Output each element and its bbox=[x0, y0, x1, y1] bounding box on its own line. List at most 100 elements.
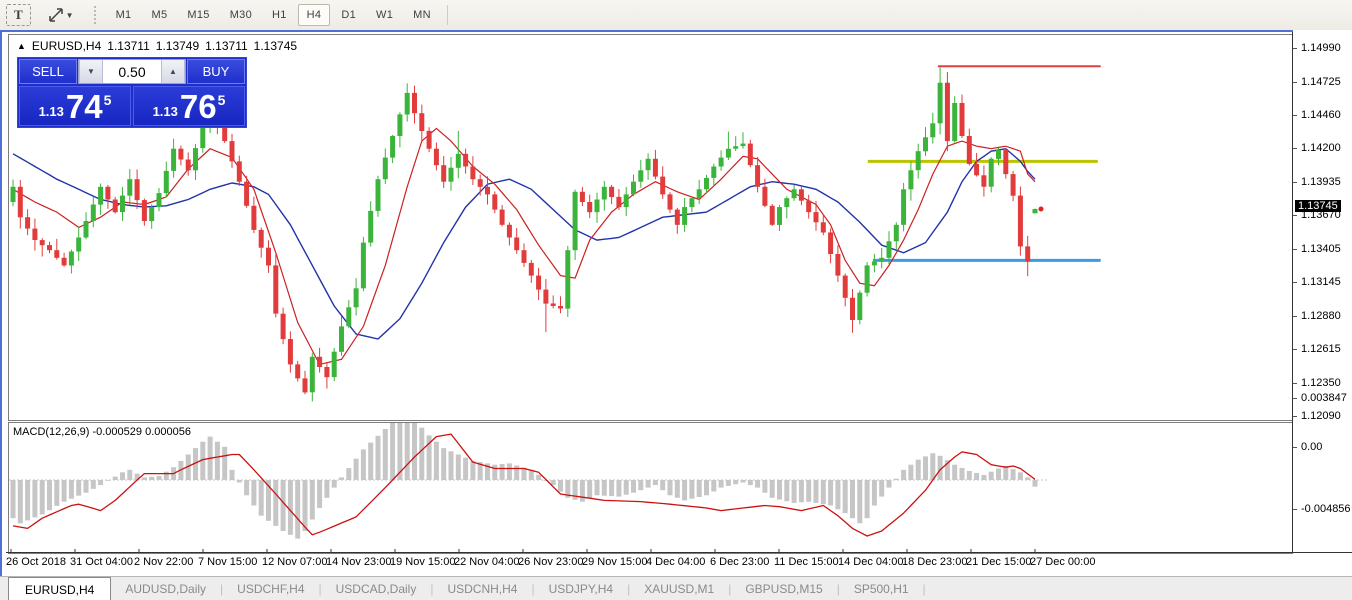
time-tick-label: 14 Dec 04:00 bbox=[838, 556, 904, 568]
time-axis-divider bbox=[6, 552, 1352, 553]
time-tick-label: 18 Dec 23:00 bbox=[902, 556, 968, 568]
volume-increase-button[interactable]: ▲ bbox=[161, 60, 185, 83]
price-tick-mark bbox=[1293, 81, 1297, 83]
candlestick-chart-canvas[interactable] bbox=[9, 35, 1294, 420]
time-tick-label: 14 Nov 23:00 bbox=[326, 556, 392, 568]
buy-price-prefix: 1.13 bbox=[152, 104, 178, 119]
timeframe-button-h1[interactable]: H1 bbox=[272, 9, 287, 21]
timeframe-buttons: M1 M5 M15 M30 H1 H4 D1 W1 MN bbox=[106, 4, 441, 26]
timeframe-button-m5[interactable]: M5 bbox=[151, 9, 168, 21]
tab-usdchf-h4[interactable]: USDCHF,H4 bbox=[237, 582, 305, 596]
tab-separator: | bbox=[430, 582, 434, 596]
time-tick-label: 29 Nov 15:00 bbox=[582, 556, 648, 568]
chevron-down-icon: ▼ bbox=[65, 10, 74, 20]
tab-separator: | bbox=[627, 582, 631, 596]
text-tool-button[interactable]: T bbox=[6, 4, 31, 26]
time-tick-label: 2 Nov 22:00 bbox=[134, 556, 194, 568]
symbol-timeframe-label: EURUSD,H4 bbox=[31, 39, 102, 53]
toolbar-separator bbox=[446, 5, 448, 25]
volume-decrease-button[interactable]: ▼ bbox=[79, 60, 103, 83]
sell-button[interactable]: SELL bbox=[19, 59, 77, 84]
tab-separator: | bbox=[318, 582, 322, 596]
timeframe-button-m1[interactable]: M1 bbox=[115, 9, 132, 21]
cursor-tool-button[interactable]: ▼ bbox=[40, 4, 82, 26]
price-tick-mark bbox=[1293, 315, 1297, 317]
tab-usdcad-daily[interactable]: USDCAD,Daily bbox=[335, 582, 417, 596]
time-tick-label: 21 Dec 15:00 bbox=[966, 556, 1032, 568]
price-tick-label: 1.13670 bbox=[1301, 209, 1341, 222]
toolbar-grip[interactable] bbox=[92, 5, 98, 25]
time-tick-label: 11 Dec 15:00 bbox=[774, 556, 839, 568]
time-axis[interactable]: 26 Oct 2018 31 Oct 04:00 2 Nov 22:00 7 Nov … bbox=[6, 554, 1293, 574]
tab-separator: | bbox=[220, 582, 224, 596]
ohlc-high: 1.13749 bbox=[155, 39, 200, 53]
ohlc-low: 1.13711 bbox=[205, 39, 248, 53]
chart-title: ▲ EURUSD,H4 1.13711 1.13749 1.13711 1.13… bbox=[17, 39, 297, 53]
buy-price-pip: 5 bbox=[217, 92, 226, 108]
tab-xauusd-m1[interactable]: XAUUSD,M1 bbox=[644, 582, 715, 596]
price-tick-label: 1.14990 bbox=[1301, 41, 1341, 54]
time-tick-label: 7 Nov 15:00 bbox=[198, 556, 258, 568]
price-tick-label: 1.13405 bbox=[1301, 243, 1341, 256]
price-tick-mark bbox=[1293, 415, 1297, 417]
tab-separator: | bbox=[728, 582, 732, 596]
sell-price-prefix: 1.13 bbox=[38, 104, 64, 119]
price-tick-mark bbox=[1293, 349, 1297, 351]
price-tick-mark bbox=[1293, 249, 1297, 251]
price-tick-label: 1.14460 bbox=[1301, 109, 1341, 122]
buy-price-tile[interactable]: 1.13 76 5 bbox=[133, 86, 245, 126]
price-axis[interactable]: 1.13745 1.14990 1.14725 1.14460 1.14200 1.13… bbox=[1293, 30, 1352, 576]
tab-audusd-daily[interactable]: AUDUSD,Daily bbox=[125, 582, 207, 596]
main-chart-pane[interactable]: ▲ EURUSD,H4 1.13711 1.13749 1.13711 1.13… bbox=[8, 34, 1295, 421]
time-tick-label: 22 Nov 04:00 bbox=[454, 556, 520, 568]
price-tick-label: 1.12090 bbox=[1301, 409, 1341, 422]
time-tick-label: 26 Oct 2018 bbox=[6, 556, 66, 568]
timeframe-button-mn[interactable]: MN bbox=[413, 9, 431, 21]
ohlc-close: 1.13745 bbox=[253, 39, 298, 53]
price-tick-mark bbox=[1293, 148, 1297, 150]
sell-price-main: 74 bbox=[65, 88, 103, 125]
sell-price-tile[interactable]: 1.13 74 5 bbox=[19, 86, 131, 126]
timeframe-toolbar: T ▼ M1 M5 M15 M30 H1 H4 D1 W1 MN bbox=[0, 0, 1352, 31]
chart-window: ▲ EURUSD,H4 1.13711 1.13749 1.13711 1.13… bbox=[0, 30, 1352, 576]
time-tick-label: 27 Dec 00:00 bbox=[1030, 556, 1096, 568]
macd-indicator-label: MACD(12,26,9) -0.000529 0.000056 bbox=[13, 426, 191, 438]
time-tick-label: 12 Nov 07:00 bbox=[262, 556, 328, 568]
price-tick-mark bbox=[1293, 282, 1297, 284]
diagonal-arrows-icon bbox=[48, 8, 63, 22]
timeframe-button-m15[interactable]: M15 bbox=[187, 9, 210, 21]
tab-usdcnh-h4[interactable]: USDCNH,H4 bbox=[447, 582, 518, 596]
tab-sp500-h1[interactable]: SP500,H1 bbox=[853, 582, 909, 596]
macd-tick-mark bbox=[1293, 397, 1297, 399]
tab-separator: | bbox=[531, 582, 535, 596]
macd-tick-label: -0.004856 bbox=[1301, 502, 1351, 515]
macd-indicator-pane[interactable]: MACD(12,26,9) -0.000529 0.000056 bbox=[8, 422, 1295, 554]
expand-arrow-icon[interactable]: ▲ bbox=[17, 41, 26, 51]
time-tick-label: 31 Oct 04:00 bbox=[70, 556, 133, 568]
timeframe-button-d1[interactable]: D1 bbox=[341, 9, 357, 21]
buy-button[interactable]: BUY bbox=[187, 59, 245, 84]
price-tick-label: 1.14200 bbox=[1301, 142, 1341, 155]
time-tick-label: 4 Dec 04:00 bbox=[646, 556, 706, 568]
tabbar-lead bbox=[0, 577, 8, 600]
timeframe-button-m30[interactable]: M30 bbox=[229, 9, 252, 21]
chart-tabs-bar: EURUSD,H4 AUDUSD,Daily | USDCHF,H4 | USDCAD,D… bbox=[0, 576, 1352, 600]
tab-usdjpy-h4[interactable]: USDJPY,H4 bbox=[548, 582, 614, 596]
timeframe-button-h4[interactable]: H4 bbox=[297, 4, 331, 26]
macd-chart-canvas[interactable] bbox=[9, 423, 1294, 553]
tab-gbpusd-m15[interactable]: GBPUSD,M15 bbox=[745, 582, 823, 596]
last-price-dot bbox=[1038, 206, 1044, 212]
volume-input[interactable]: 0.50 bbox=[103, 60, 161, 83]
price-tick-mark bbox=[1293, 115, 1297, 117]
price-tick-mark bbox=[1293, 215, 1297, 217]
price-tick-label: 1.12880 bbox=[1301, 309, 1341, 322]
timeframe-button-w1[interactable]: W1 bbox=[376, 9, 394, 21]
tab-separator: | bbox=[922, 582, 926, 596]
price-tick-mark bbox=[1293, 382, 1297, 384]
price-tick-label: 1.13935 bbox=[1301, 175, 1341, 188]
tab-eurusd-h4[interactable]: EURUSD,H4 bbox=[8, 577, 112, 600]
buy-price-main: 76 bbox=[179, 88, 217, 125]
macd-tick-mark bbox=[1293, 446, 1297, 448]
price-tick-mark bbox=[1293, 181, 1297, 183]
tab-separator: | bbox=[836, 582, 840, 596]
